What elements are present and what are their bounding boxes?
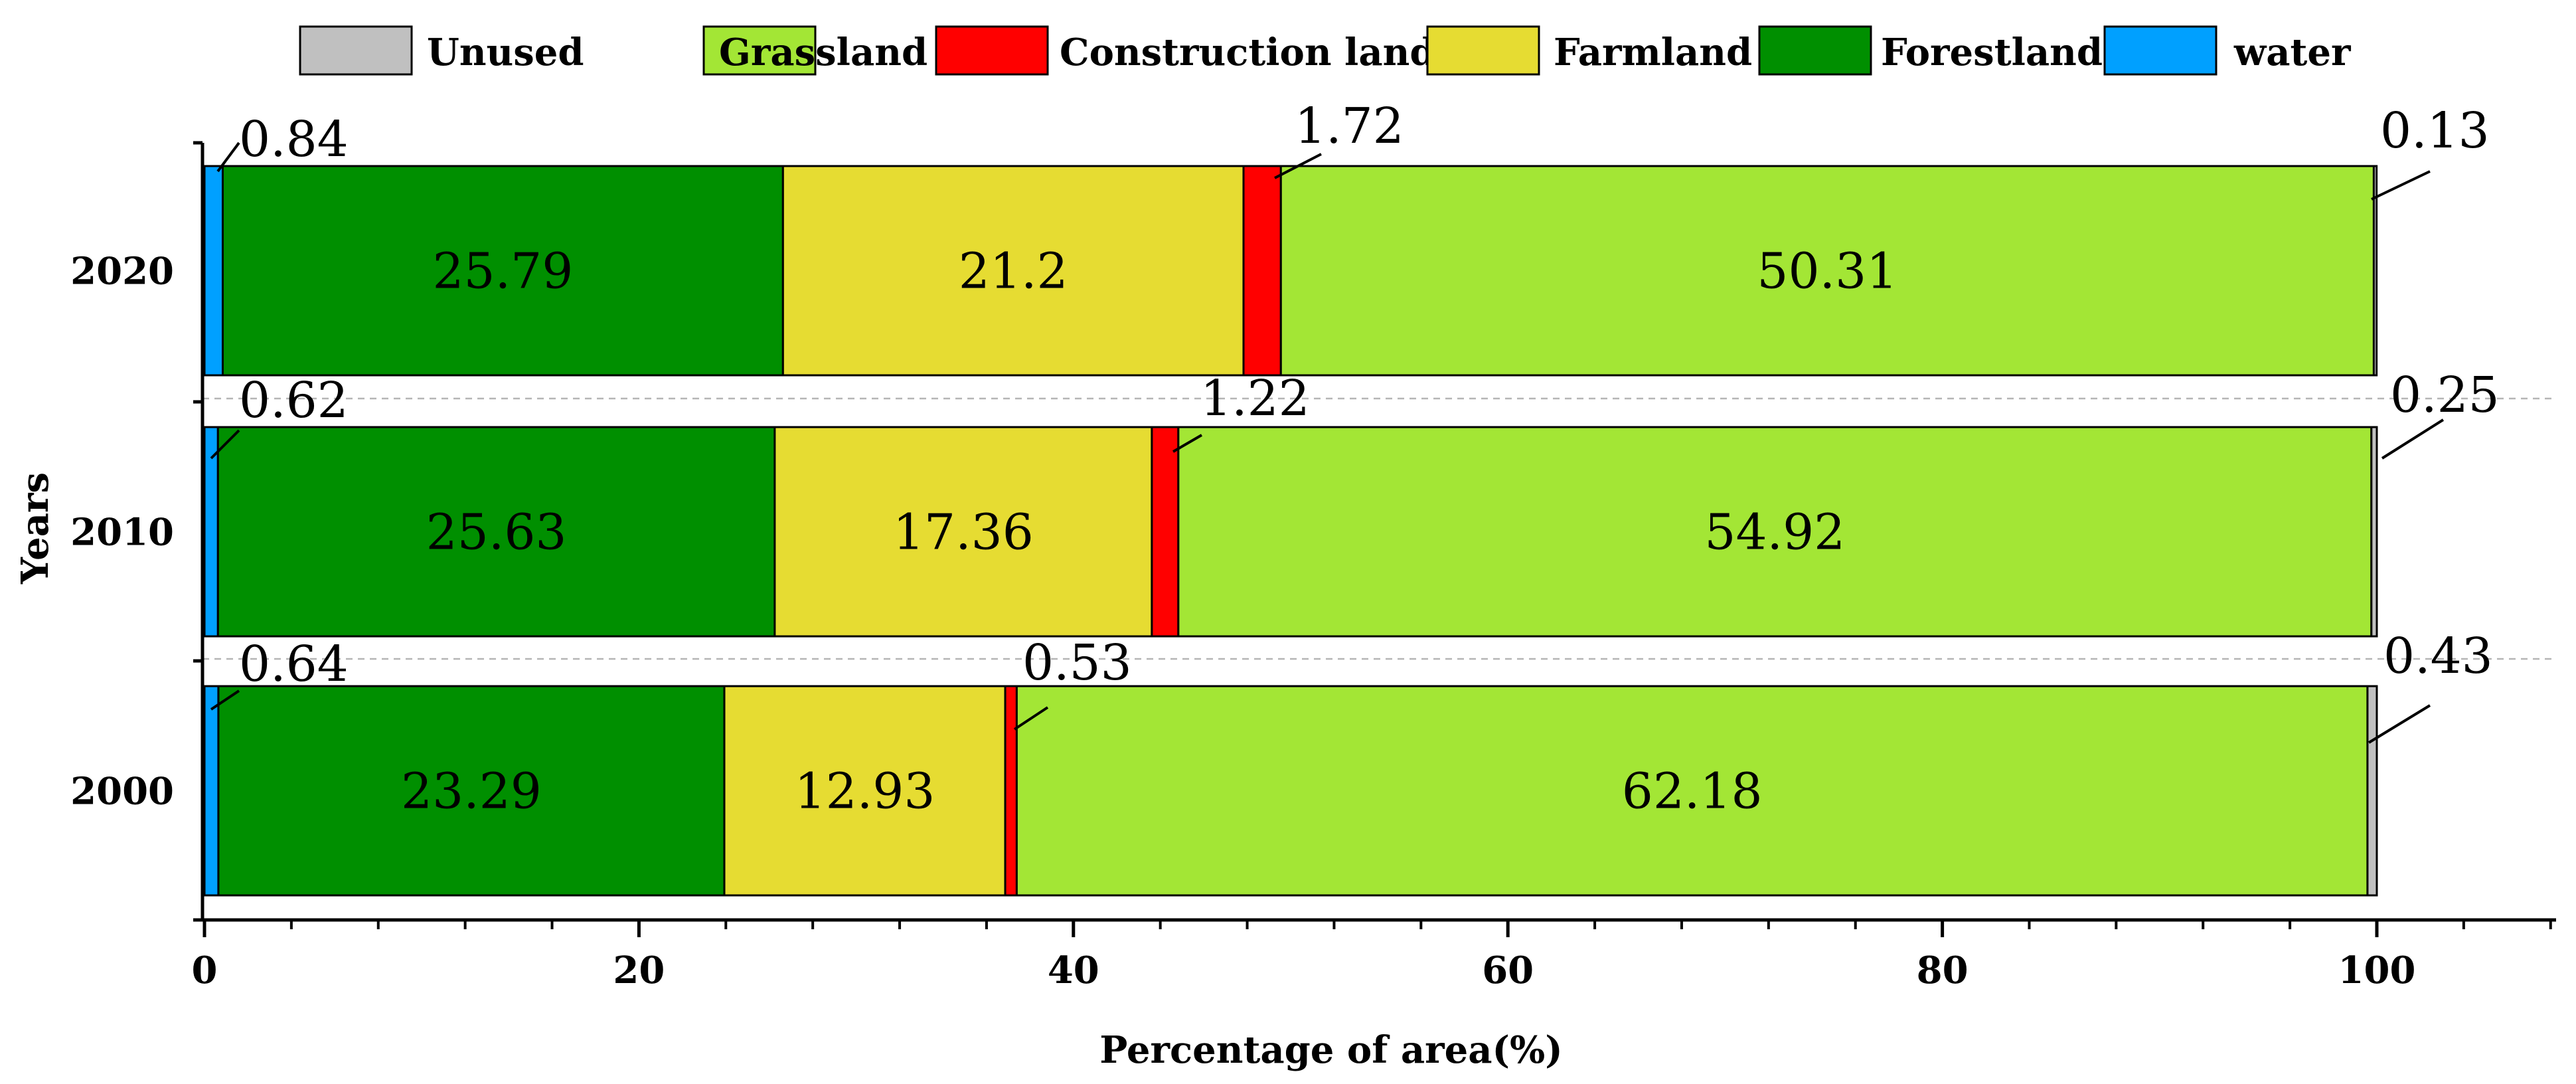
axes: 2020 2010 2000 0 20 40 60 80 100 [70, 141, 2556, 992]
x-tick-label-20: 20 [613, 948, 665, 992]
bar-2020-grassland [1279, 165, 2375, 377]
legend-swatch-forestland [1758, 25, 1872, 76]
data-label-2000-grassland: 62.18 [1622, 763, 1763, 820]
bar-2010-grassland [1177, 426, 2373, 638]
callout-label-2010-water: 0.62 [239, 372, 349, 429]
callout-line-2000-unused [2368, 704, 2431, 744]
data-label-2000-farmland: 12.93 [795, 763, 935, 820]
legend-label-farmland: Farmland [1554, 31, 1752, 74]
bar-2020-water [203, 165, 224, 377]
legend-swatch-grassland [702, 25, 817, 76]
callout-line-2010-water [210, 429, 240, 460]
callout-label-2020-construction-land: 1.72 [1295, 98, 1404, 155]
bar-2000-forestland [217, 685, 726, 897]
bars: 25.79 21.2 50.31 25.63 17.36 54.92 23.29 12.93 6… [203, 165, 2378, 897]
bar-2010-forestland [216, 426, 776, 638]
data-label-2010-forestland: 25.63 [426, 504, 567, 561]
legend: Unused Grassland Construction land Farmland… [299, 25, 2352, 76]
bar-2020-forestland [221, 165, 784, 377]
x-tick-label-40: 40 [1048, 948, 1099, 992]
y-axis-title: Years [13, 472, 57, 585]
callout-line-2000-construction-land [1013, 706, 1049, 731]
legend-label-grassland: Grassland [719, 31, 927, 74]
bar-2010-farmland [773, 426, 1153, 638]
legend-swatch-construction-land [935, 25, 1049, 76]
y-tick-label-2020: 2020 [70, 250, 174, 294]
callout-label-2000-water: 0.64 [239, 636, 349, 693]
bar-2020-construction-land [1242, 165, 1282, 377]
data-label-2010-grassland: 54.92 [1704, 504, 1845, 561]
bar-2020-farmland [781, 165, 1245, 377]
bar-2010-water [203, 426, 219, 638]
data-label-2010-farmland: 17.36 [893, 504, 1034, 561]
callouts: 0.84 1.72 0.13 0.62 1.22 0.25 0.64 0.53 0.43 [210, 98, 2500, 744]
callout-label-2020-water: 0.84 [239, 111, 349, 168]
data-label-2020-farmland: 21.2 [959, 243, 1068, 300]
x-tick-label-100: 100 [2338, 948, 2416, 992]
callout-label-2020-unused: 0.13 [2380, 102, 2490, 159]
callout-line-2020-construction-land [1274, 153, 1322, 179]
legend-label-water: water [2233, 31, 2352, 74]
data-label-2020-grassland: 50.31 [1757, 243, 1897, 300]
legend-label-unused: Unused [427, 31, 584, 74]
bar-2000-unused [2366, 685, 2378, 897]
callout-label-2010-construction-land: 1.22 [1200, 370, 1310, 427]
bar-2010-unused [2370, 426, 2378, 638]
callout-line-2010-unused [2381, 418, 2445, 460]
data-label-2000-forestland: 23.29 [401, 763, 542, 820]
bar-2010-construction-land [1151, 426, 1180, 638]
x-tick-label-80: 80 [1917, 948, 1969, 992]
legend-swatch-water [2103, 25, 2217, 76]
bar-2000-grassland [1015, 685, 2369, 897]
legend-swatch-unused [299, 25, 413, 76]
data-label-2020-forestland: 25.79 [432, 243, 573, 300]
bar-2020-unused [2372, 165, 2378, 377]
callout-label-2010-unused: 0.25 [2390, 367, 2500, 424]
gridlines [202, 397, 2556, 660]
x-tick-label-60: 60 [1482, 948, 1534, 992]
callout-line-2020-unused [2371, 170, 2431, 201]
callout-line-2020-water [216, 141, 240, 173]
y-tick-label-2010: 2010 [70, 511, 174, 555]
callout-line-2000-water [210, 689, 240, 711]
legend-label-forestland: Forestland [1881, 31, 2103, 74]
callout-line-2010-construction-land [1172, 434, 1203, 453]
bar-2000-construction-land [1004, 685, 1018, 897]
bar-2000-water [203, 685, 220, 897]
x-axis-title: Percentage of area(%) [1099, 1028, 1562, 1072]
bar-2000-farmland [723, 685, 1006, 897]
callout-label-2000-unused: 0.43 [2383, 628, 2493, 685]
legend-swatch-farmland [1426, 25, 1540, 76]
legend-label-construction-land: Construction land [1060, 31, 1435, 74]
callout-label-2000-construction-land: 0.53 [1022, 634, 1132, 691]
y-tick-label-2000: 2000 [70, 770, 174, 814]
x-tick-label-0: 0 [192, 948, 218, 992]
